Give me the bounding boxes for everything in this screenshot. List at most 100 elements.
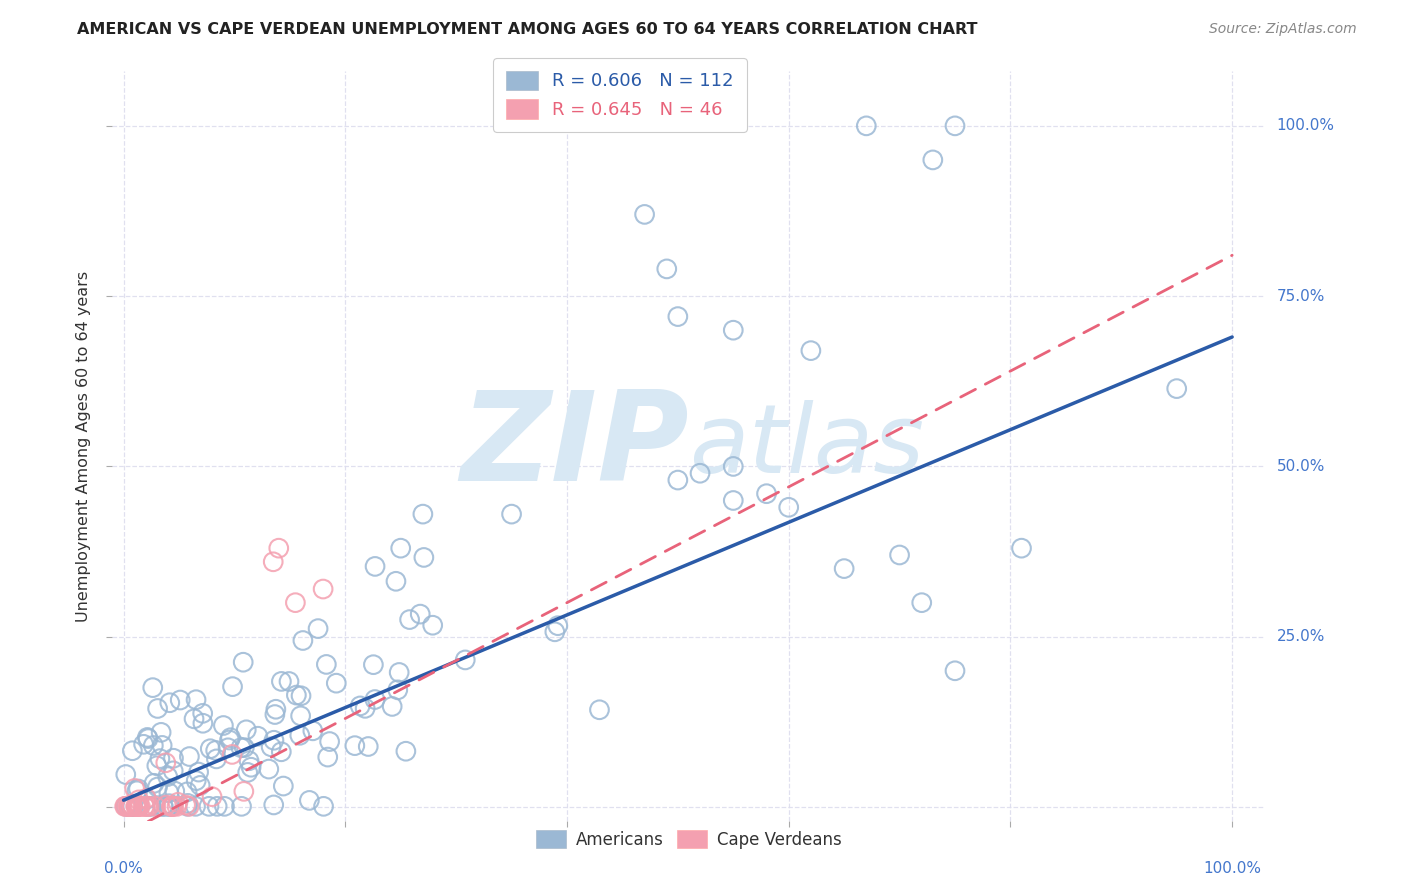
Point <box>723 459 745 474</box>
Point <box>177 797 200 811</box>
Point <box>232 655 254 669</box>
Point <box>191 716 214 731</box>
Point <box>174 797 197 812</box>
Point <box>212 718 235 732</box>
Text: 25.0%: 25.0% <box>1277 629 1324 644</box>
Point <box>298 793 321 807</box>
Point <box>409 607 432 621</box>
Point <box>135 792 157 806</box>
Point <box>157 799 180 814</box>
Point <box>114 767 136 781</box>
Point <box>155 756 177 770</box>
Point <box>270 745 292 759</box>
Point <box>157 786 180 800</box>
Point <box>162 799 184 814</box>
Point <box>160 799 183 814</box>
Point <box>191 706 214 721</box>
Point <box>134 799 156 814</box>
Point <box>132 737 155 751</box>
Point <box>315 657 337 672</box>
Point <box>146 758 169 772</box>
Point <box>127 782 149 797</box>
Point <box>179 799 201 814</box>
Point <box>205 752 228 766</box>
Point <box>544 624 567 639</box>
Point <box>689 467 711 481</box>
Point <box>1011 541 1033 556</box>
Point <box>115 799 138 814</box>
Point <box>149 751 172 765</box>
Point <box>167 795 190 809</box>
Point <box>238 754 260 768</box>
Text: 50.0%: 50.0% <box>1277 459 1324 474</box>
Text: ZIP: ZIP <box>460 385 689 507</box>
Point <box>152 799 174 814</box>
Point <box>128 793 150 807</box>
Point <box>778 500 800 515</box>
Point <box>385 574 408 589</box>
Point <box>129 799 152 814</box>
Point <box>412 550 434 565</box>
Point <box>547 618 569 632</box>
Point <box>921 153 943 167</box>
Point <box>218 733 240 747</box>
Point <box>364 559 387 574</box>
Point <box>176 799 198 814</box>
Point <box>125 799 148 814</box>
Point <box>150 725 173 739</box>
Text: 100.0%: 100.0% <box>1277 119 1334 133</box>
Point <box>302 723 325 738</box>
Point <box>316 750 339 764</box>
Point <box>943 119 966 133</box>
Point <box>183 712 205 726</box>
Point <box>357 739 380 754</box>
Point <box>246 729 269 743</box>
Point <box>152 799 174 814</box>
Point <box>389 541 412 556</box>
Point <box>278 674 301 689</box>
Point <box>142 681 165 695</box>
Point <box>145 799 167 814</box>
Point <box>723 323 745 337</box>
Point <box>205 799 228 814</box>
Point <box>800 343 823 358</box>
Point <box>349 698 371 713</box>
Point <box>262 555 284 569</box>
Point <box>264 707 287 722</box>
Point <box>318 734 340 748</box>
Text: AMERICAN VS CAPE VERDEAN UNEMPLOYMENT AMONG AGES 60 TO 64 YEARS CORRELATION CHAR: AMERICAN VS CAPE VERDEAN UNEMPLOYMENT AM… <box>77 22 977 37</box>
Point <box>221 747 243 762</box>
Point <box>179 749 201 764</box>
Point <box>284 596 307 610</box>
Point <box>166 799 188 814</box>
Point <box>163 784 186 798</box>
Point <box>343 739 366 753</box>
Point <box>114 799 136 814</box>
Point <box>221 680 243 694</box>
Point <box>124 781 146 796</box>
Point <box>121 799 143 814</box>
Point <box>118 799 141 814</box>
Point <box>911 596 934 610</box>
Point <box>312 582 335 596</box>
Point <box>188 778 211 792</box>
Point <box>128 799 150 814</box>
Point <box>187 765 209 780</box>
Point <box>184 799 207 814</box>
Point <box>263 733 285 747</box>
Point <box>312 799 335 814</box>
Point <box>263 797 285 812</box>
Y-axis label: Unemployment Among Ages 60 to 64 years: Unemployment Among Ages 60 to 64 years <box>76 270 91 622</box>
Point <box>159 696 181 710</box>
Point <box>146 701 169 715</box>
Point <box>142 739 165 753</box>
Text: 0.0%: 0.0% <box>104 861 143 876</box>
Point <box>169 693 191 707</box>
Point <box>889 548 911 562</box>
Point <box>136 731 159 746</box>
Point <box>285 688 308 702</box>
Point <box>219 731 242 745</box>
Point <box>121 799 143 814</box>
Point <box>501 507 523 521</box>
Point <box>121 799 143 814</box>
